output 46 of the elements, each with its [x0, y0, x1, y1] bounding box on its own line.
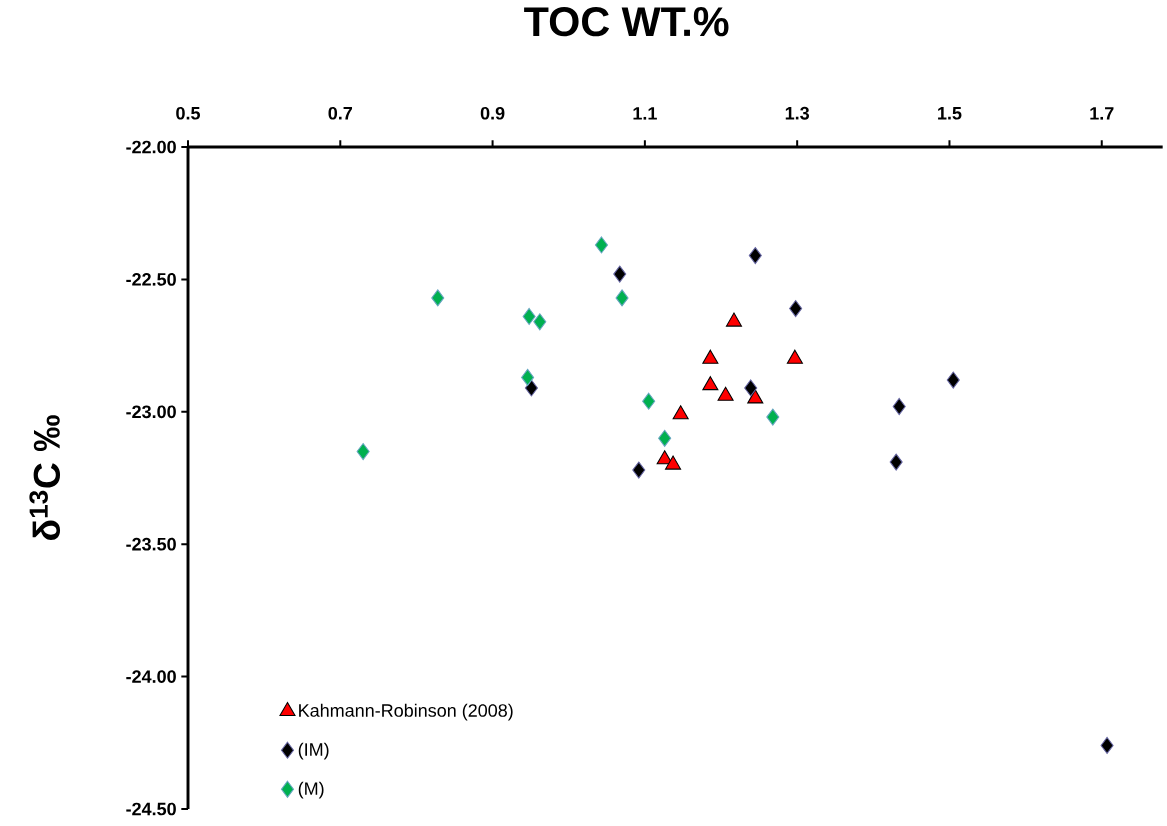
point	[533, 313, 547, 331]
legend-label: (IM)	[298, 742, 329, 760]
x-tick-label: 0.9	[480, 106, 505, 120]
point	[613, 265, 627, 283]
point	[356, 442, 370, 461]
point	[615, 289, 629, 307]
x-tick-label: 1.1	[633, 107, 657, 120]
point	[789, 299, 803, 318]
point	[892, 397, 906, 416]
point	[524, 379, 538, 397]
y-tick-label: -24.50	[126, 802, 176, 816]
y-tick-label: -23.50	[126, 537, 176, 551]
point	[702, 376, 719, 391]
x-tick-label: 1.3	[785, 106, 810, 120]
chart-title: TOC WT.%	[524, 7, 729, 37]
point	[642, 392, 656, 410]
x-tick-label: 0.7	[328, 106, 353, 120]
point	[744, 379, 758, 397]
y-tick-label: -22.50	[126, 273, 176, 286]
point	[431, 289, 445, 307]
point	[594, 236, 609, 254]
point	[748, 247, 762, 265]
point	[725, 312, 743, 327]
point	[717, 386, 734, 401]
point	[632, 461, 646, 479]
point	[522, 307, 536, 326]
legend-label: (M)	[298, 781, 324, 799]
x-tick-label: 0.5	[176, 106, 201, 120]
x-tick-label: 1.5	[938, 107, 962, 120]
point	[665, 455, 682, 470]
point	[766, 408, 780, 426]
y-tick-label: -22.00	[126, 140, 176, 154]
point	[946, 371, 960, 389]
point	[702, 349, 719, 364]
point	[658, 429, 672, 447]
x-tick-label: 1.7	[1090, 107, 1114, 120]
point	[747, 389, 764, 404]
y-axis-title: δ$^{13}$C ‰	[29, 415, 61, 540]
y-tick-label: -23.00	[126, 405, 176, 419]
point	[521, 368, 535, 386]
y-tick-label: -24.00	[126, 670, 176, 683]
legend-label: Kahmann-Robinson (2008)	[299, 703, 513, 721]
point	[1100, 736, 1114, 754]
point	[786, 349, 803, 364]
point	[672, 405, 689, 420]
point	[889, 453, 903, 471]
